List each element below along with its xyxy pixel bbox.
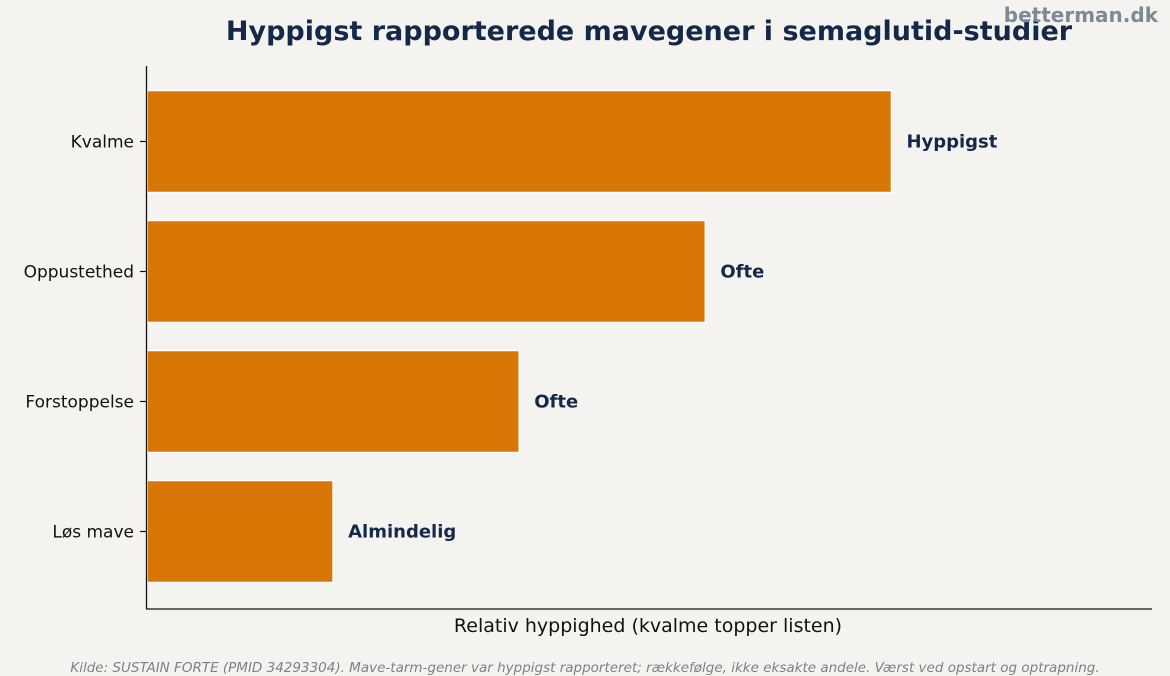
bar-4 xyxy=(146,479,334,584)
bar-value-label-3: Ofte xyxy=(534,392,578,413)
chart-title: Hyppigst rapporterede mavegener i semagl… xyxy=(226,16,1073,47)
bar-value-label-4: Almindelig xyxy=(348,522,456,543)
x-axis-label: Relativ hyppighed (kvalme topper listen) xyxy=(454,615,842,637)
bar-2 xyxy=(146,219,707,324)
y-tick-label-4: Løs mave xyxy=(52,523,134,543)
brand-watermark: betterman.dk xyxy=(1004,3,1159,27)
y-tick-label-3: Forstoppelse xyxy=(25,393,134,413)
bar-1 xyxy=(146,89,893,194)
bars-group: Kvalme Hyppigst Oppustethed Ofte Forstoppels… xyxy=(24,89,998,584)
bar-value-label-2: Ofte xyxy=(720,262,764,283)
y-tick-label-1: Kvalme xyxy=(71,133,134,153)
source-note: Kilde: SUSTAIN FORTE (PMID 34293304). Ma… xyxy=(70,660,1099,676)
y-tick-label-2: Oppustethed xyxy=(24,263,134,283)
bar-value-label-1: Hyppigst xyxy=(906,132,997,153)
bar-3 xyxy=(146,349,520,454)
